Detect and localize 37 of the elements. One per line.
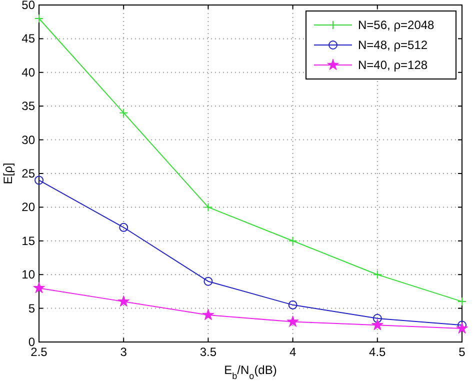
x-tick-label: 4.5 <box>369 345 386 359</box>
point <box>204 276 213 286</box>
x-tick-label: 3.5 <box>200 345 217 359</box>
y-tick-label: 40 <box>22 65 36 80</box>
y-tick-label: 15 <box>22 234 36 248</box>
point <box>288 236 298 246</box>
legend-label: N=40, ρ=128 <box>358 58 428 72</box>
point <box>34 14 44 23</box>
x-axis-title: E$_{b}$/N$_{o}$(dB) <box>224 363 277 381</box>
point <box>33 282 45 294</box>
point <box>288 300 298 310</box>
legend-label: N=56, ρ=2048 <box>358 18 435 32</box>
point <box>456 322 468 334</box>
y-tick-label: 50 <box>22 0 36 12</box>
point <box>119 222 128 232</box>
point <box>372 314 382 323</box>
point <box>202 308 214 320</box>
legend-label: N=48, ρ=512 <box>358 38 428 52</box>
x-tick-label: 4 <box>289 345 296 359</box>
point <box>119 108 128 118</box>
point <box>372 270 382 280</box>
y-tick-label: 45 <box>22 32 36 46</box>
point <box>204 202 213 212</box>
y-tick-label: 30 <box>22 132 36 147</box>
point <box>286 316 299 327</box>
y-tick-label: 35 <box>22 99 36 114</box>
y-tick-label: 10 <box>22 268 36 282</box>
x-tick-label: 5 <box>458 345 466 359</box>
point <box>458 297 466 306</box>
y-axis-title: E[ρ] <box>1 162 15 184</box>
y-tick-label: 20 <box>22 200 36 214</box>
point <box>34 176 44 185</box>
x-tick-label: 3 <box>120 345 128 359</box>
point <box>371 318 384 330</box>
y-tick-label: 25 <box>22 166 36 180</box>
y-tick-label: 5 <box>28 301 36 316</box>
point <box>118 295 130 307</box>
